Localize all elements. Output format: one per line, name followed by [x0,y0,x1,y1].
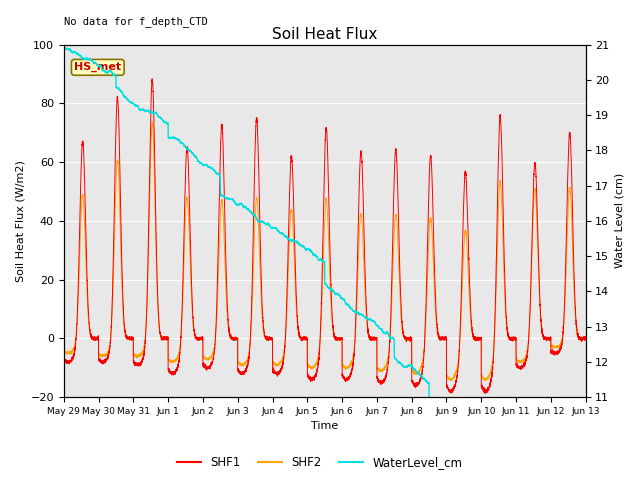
SHF2 [582,336,589,341]
Text: HS_met: HS_met [74,62,122,72]
SHF2 [237,362,245,368]
SHF1 [456,332,464,338]
SHF2 [481,378,489,384]
WaterLevel_cm [60,45,68,51]
SHF1 [307,377,315,383]
SHF2 [442,336,449,341]
SHF1 [442,335,449,341]
SHF2 [560,321,568,327]
Text: No data for f_depth_CTD: No data for f_depth_CTD [64,16,207,27]
X-axis label: Time: Time [311,421,339,432]
SHF1 [60,356,68,361]
SHF1 [554,351,561,357]
SHF2 [307,364,315,370]
Line: SHF1: SHF1 [64,79,586,393]
Legend: SHF1, SHF2, WaterLevel_cm: SHF1, SHF2, WaterLevel_cm [173,452,467,474]
SHF2 [554,343,561,348]
Line: WaterLevel_cm: WaterLevel_cm [64,48,586,480]
WaterLevel_cm [442,441,449,446]
Line: SHF2: SHF2 [64,122,586,381]
SHF1 [582,337,589,343]
SHF2 [456,337,464,343]
Title: Soil Heat Flux: Soil Heat Flux [272,27,378,42]
Y-axis label: Water Level (cm): Water Level (cm) [615,173,625,268]
Y-axis label: Soil Heat Flux (W/m2): Soil Heat Flux (W/m2) [15,160,25,282]
SHF1 [481,390,489,396]
WaterLevel_cm [307,249,315,254]
SHF1 [560,318,568,324]
SHF1 [148,76,156,82]
WaterLevel_cm [237,201,245,207]
WaterLevel_cm [456,454,464,460]
SHF2 [60,348,68,354]
SHF1 [237,371,245,376]
WaterLevel_cm [60,45,68,51]
SHF2 [148,119,156,125]
